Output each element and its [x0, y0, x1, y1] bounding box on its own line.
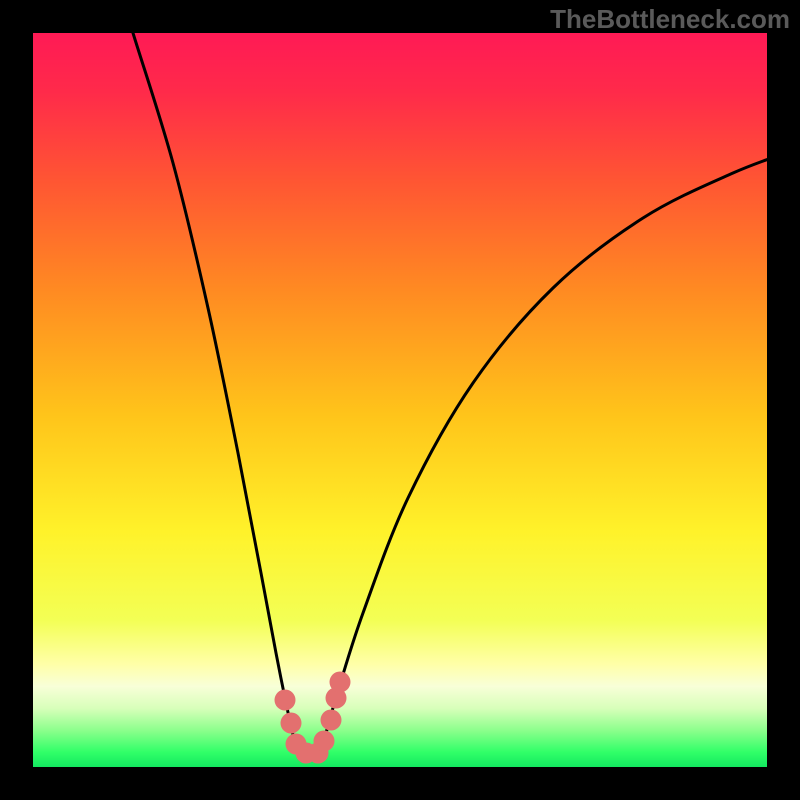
bottleneck-chart [0, 0, 800, 800]
plot-area [33, 0, 800, 767]
watermark-text: TheBottleneck.com [550, 4, 790, 35]
marker-point [330, 672, 351, 693]
marker-point [281, 713, 302, 734]
marker-point [314, 731, 335, 752]
gradient-background [33, 33, 767, 767]
chart-container: TheBottleneck.com [0, 0, 800, 800]
marker-point [275, 690, 296, 711]
marker-point [321, 710, 342, 731]
